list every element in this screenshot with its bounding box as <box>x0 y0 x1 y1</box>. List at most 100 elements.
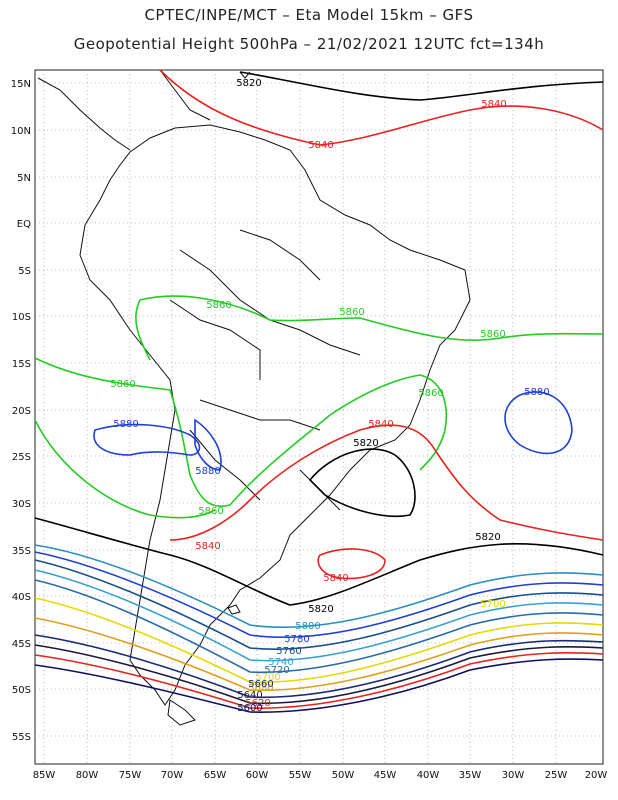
contour-label: 5700 <box>255 672 280 683</box>
contour-5680 <box>34 617 604 692</box>
lon-label: 30W <box>502 770 525 781</box>
contour-5860-south <box>34 419 216 519</box>
contour-5720 <box>34 579 604 674</box>
lon-label: 80W <box>76 770 99 781</box>
contour-5880-west <box>93 423 201 456</box>
lat-label: 55S <box>12 732 31 743</box>
tierra-del-fuego <box>167 699 196 726</box>
contour-5820-closed <box>308 448 416 518</box>
contour-label: 5840 <box>481 99 506 110</box>
contour-label: 5840 <box>368 419 393 430</box>
contour-label: 5860 <box>198 506 223 517</box>
caribbean-coast <box>159 69 211 121</box>
contour-label: 5660 <box>248 679 273 690</box>
lat-label: 10N <box>11 126 31 137</box>
lon-label: 75W <box>119 770 142 781</box>
contour-5840-closed <box>317 548 386 580</box>
contour-label: 5700 <box>480 599 505 610</box>
lat-label: 45S <box>12 639 31 650</box>
contour-label: 5680 <box>248 683 273 694</box>
map-title-line2: Geopotential Height 500hPa – 21/02/2021 … <box>73 35 545 53</box>
lon-label: 55W <box>289 770 312 781</box>
contour-5660 <box>34 634 604 699</box>
lat-label: 35S <box>12 546 31 557</box>
graticule <box>35 70 603 764</box>
lat-label: 5N <box>17 173 31 184</box>
border-line <box>169 299 261 380</box>
lat-label: EQ <box>17 219 31 230</box>
lon-label: 65W <box>204 770 227 781</box>
contour-5820-main <box>34 517 604 606</box>
contour-5880-east <box>504 391 573 455</box>
contour-label: 5860 <box>206 300 231 311</box>
contour-label: 5740 <box>268 657 293 668</box>
contour-label: 5880 <box>113 419 138 430</box>
contour-label: 5860 <box>110 379 135 390</box>
lon-label: 70W <box>161 770 184 781</box>
lat-label: 10S <box>12 312 31 323</box>
contour-labels: 5820 5840 5840 5860 5860 5860 5860 5860 … <box>110 78 549 714</box>
contour-label: 5640 <box>237 690 262 701</box>
contour-label: 5620 <box>245 698 270 709</box>
contour-5860-west <box>135 299 151 361</box>
contour-label: 5820 <box>353 438 378 449</box>
contour-label: 5840 <box>195 541 220 552</box>
contour-5700 <box>34 597 604 684</box>
contour-label: 5600 <box>237 703 262 714</box>
contour-5860-main <box>34 357 447 507</box>
contour-5840-north <box>159 69 604 146</box>
lon-label: 25W <box>545 770 568 781</box>
contour-5600 <box>34 658 604 713</box>
contour-label: 5780 <box>284 634 309 645</box>
lon-label: 20W <box>585 770 608 781</box>
lat-label: 5S <box>18 266 31 277</box>
lat-label: 25S <box>12 452 31 463</box>
border-line <box>199 399 321 431</box>
contour-label: 5860 <box>339 307 364 318</box>
latitude-labels: 15N 10N 5N EQ 5S 10S 15S 20S 25S 30S 35S… <box>11 79 31 743</box>
contour-label: 5880 <box>195 466 220 477</box>
contour-label: 5860 <box>418 388 443 399</box>
lon-label: 50W <box>332 770 355 781</box>
map-frame <box>34 69 604 765</box>
central-america-coast <box>37 77 131 151</box>
contour-label: 5760 <box>276 646 301 657</box>
contour-5880-west2 <box>194 418 222 471</box>
contour-label: 5820 <box>236 78 261 89</box>
falklands-outline <box>227 604 241 615</box>
contour-label: 5860 <box>480 329 505 340</box>
border-line <box>239 229 321 281</box>
contour-5860-north <box>139 295 604 342</box>
lat-label: 30S <box>12 499 31 510</box>
contour-5740 <box>34 569 604 662</box>
border-line <box>189 429 261 501</box>
contour-5800 <box>34 544 604 628</box>
contour-5640 <box>34 644 604 705</box>
contour-label: 5820 <box>308 604 333 615</box>
contour-5780 <box>34 551 604 638</box>
contour-label: 5840 <box>308 140 333 151</box>
lon-label: 85W <box>33 770 56 781</box>
contour-lines <box>34 69 604 713</box>
lon-label: 45W <box>374 770 397 781</box>
lat-label: 40S <box>12 592 31 603</box>
lon-label: 40W <box>417 770 440 781</box>
map-title-line1: CPTEC/INPE/MCT – Eta Model 15km – GFS <box>144 6 474 24</box>
south-america-outline <box>79 124 471 706</box>
contour-label: 5880 <box>524 387 549 398</box>
longitude-labels: 85W 80W 75W 70W 65W 60W 55W 50W 45W 40W … <box>33 770 608 781</box>
contour-5620 <box>34 652 604 709</box>
contour-label: 5840 <box>323 573 348 584</box>
contour-5840-main <box>169 424 604 541</box>
contour-label: 5800 <box>295 621 320 632</box>
lat-label: 15S <box>12 359 31 370</box>
contour-label: 5720 <box>264 665 289 676</box>
lat-label: 50S <box>12 685 31 696</box>
lon-label: 35W <box>459 770 482 781</box>
contour-5760 <box>34 559 604 650</box>
lat-label: 20S <box>12 406 31 417</box>
lat-label: 15N <box>11 79 31 90</box>
contour-label: 5820 <box>475 532 500 543</box>
lon-label: 60W <box>246 770 269 781</box>
